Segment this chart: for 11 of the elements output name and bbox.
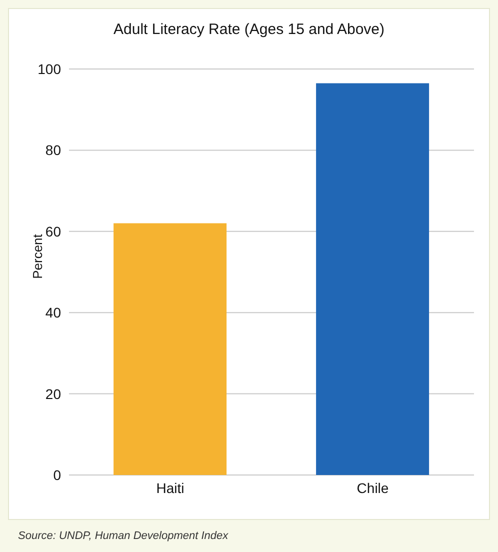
y-tick-label: 20 [45, 386, 62, 402]
x-tick-label: Haiti [156, 480, 184, 496]
x-tick-label: Chile [356, 480, 389, 496]
chart-title: Adult Literacy Rate (Ages 15 and Above) [112, 21, 386, 38]
y-tick-label: 60 [45, 223, 62, 240]
y-tick-label: 100 [38, 60, 62, 77]
source-note: Source: UNDP, Human Development Index [18, 530, 228, 542]
y-tick-label: 80 [45, 142, 62, 158]
y-tick-label: 0 [53, 466, 62, 483]
y-tick-label: 40 [45, 304, 62, 321]
y-axis-title: Percent [30, 234, 45, 279]
